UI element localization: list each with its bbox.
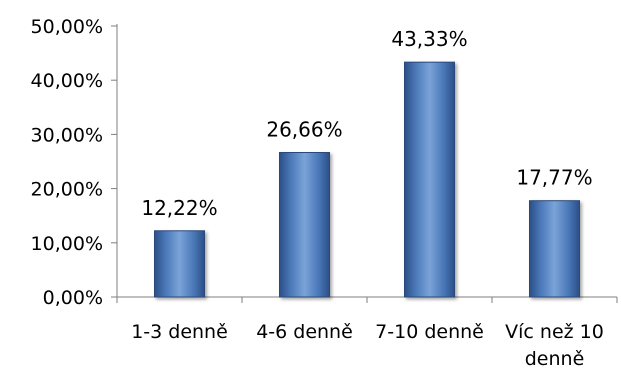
bar [404,61,455,298]
data-label: 26,66% [266,118,342,142]
y-tick-label: 30,00% [31,124,103,146]
labels: 12,22% 1-3 denně 26,66% 4-6 denně 43,33% 7-10… [131,27,604,370]
x-tick-label: 7-10 denně [375,321,484,343]
y-tick-label: 0,00% [43,287,103,309]
data-label: 17,77% [516,166,592,190]
data-label: 43,33% [391,27,467,51]
data-label: 12,22% [141,196,217,220]
x-tick-label: 1-3 denně [131,321,228,343]
axes: 0,00% 10,00% 20,00% 30,00% 40,00% 50,00% [31,16,618,309]
x-tick-label: 4-6 denně [256,321,353,343]
bars [154,61,580,298]
bar [529,200,580,298]
y-tick-label: 40,00% [31,70,103,92]
x-tick-label: Víc než 10 [505,321,604,343]
y-tick-label: 50,00% [31,16,103,38]
y-tick-label: 10,00% [31,233,103,255]
bar [279,152,330,298]
x-tick-label: denně [525,348,585,370]
y-tick-label: 20,00% [31,179,103,201]
bar [154,230,205,298]
